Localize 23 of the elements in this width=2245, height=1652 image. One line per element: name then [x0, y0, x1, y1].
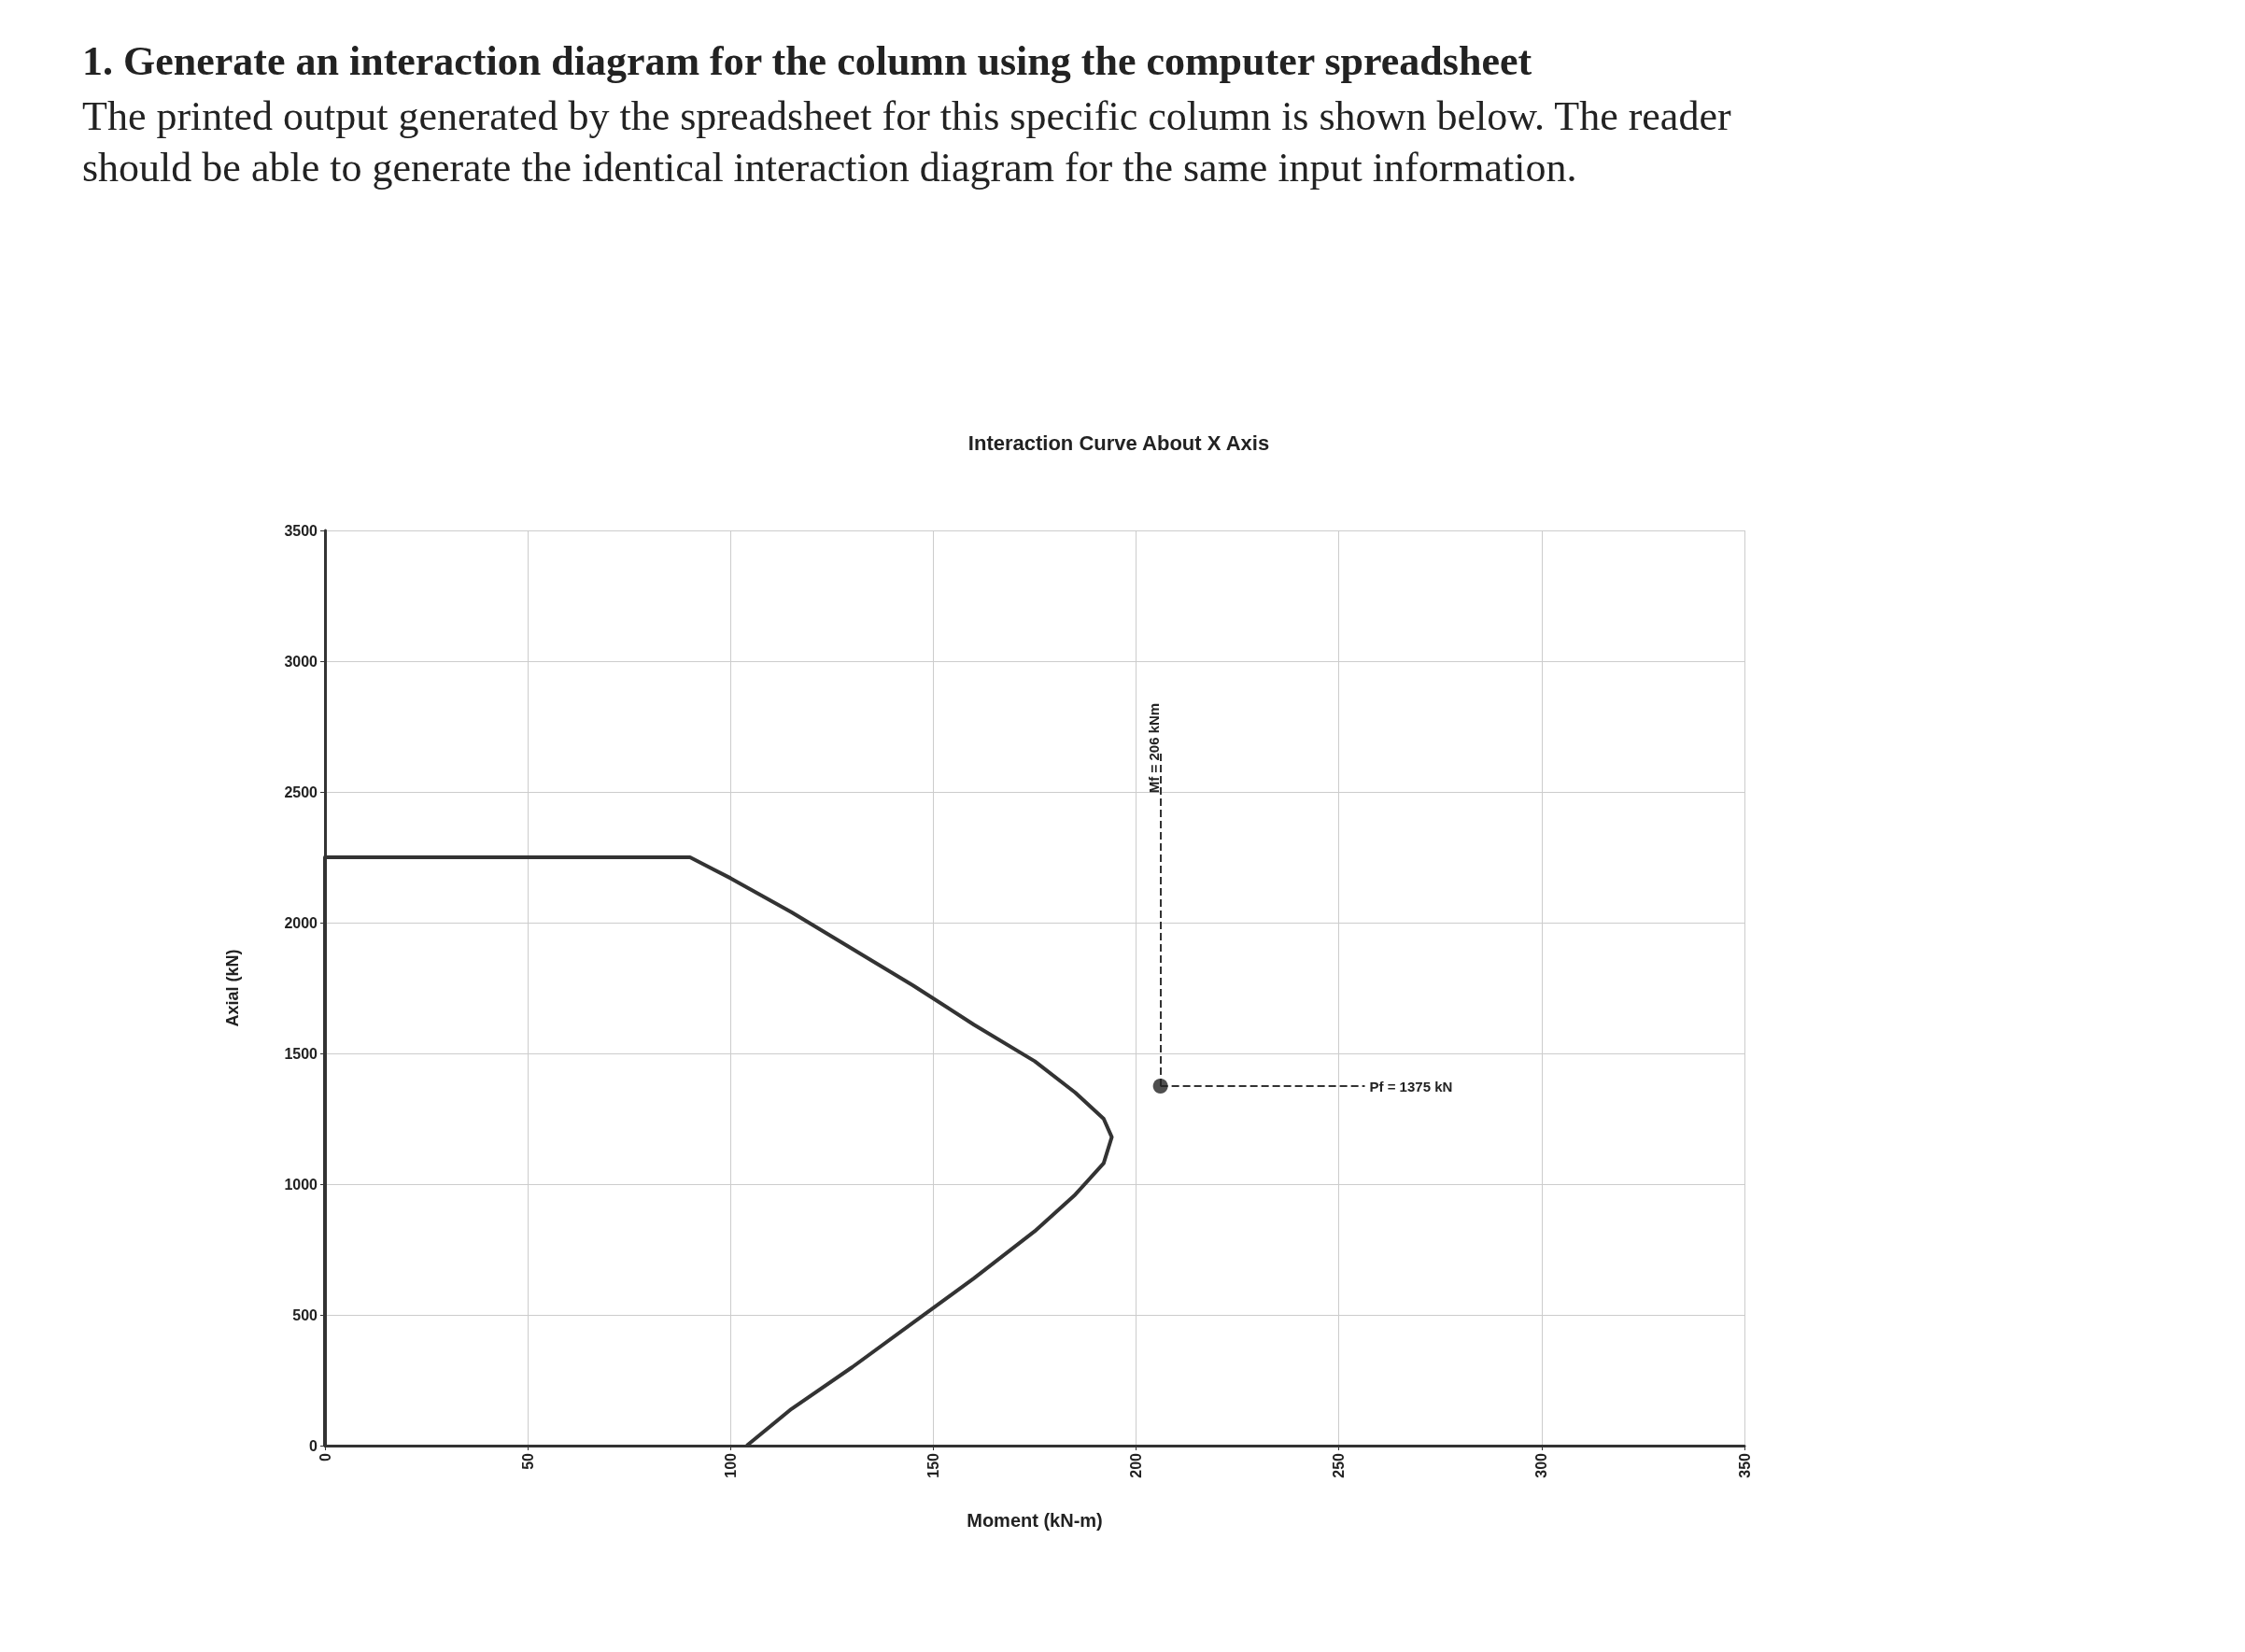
- x-tick-label: 150: [925, 1452, 941, 1478]
- y-tick-label: 0: [309, 1437, 318, 1454]
- y-tick-label: 3000: [284, 653, 318, 670]
- y-tick-label: 1500: [284, 1045, 318, 1062]
- y-axis-title: Axial (kN): [223, 949, 242, 1027]
- y-tick-label: 500: [292, 1306, 318, 1323]
- x-axis-title: Moment (kN-m): [967, 1510, 1103, 1531]
- x-tick-label: 0: [317, 1452, 333, 1461]
- text: 1. Generate an interaction diagram for the column using the computer spreadsheet: [82, 37, 1533, 86]
- y-tick-label: 3500: [284, 522, 318, 539]
- x-tick-label: 350: [1736, 1452, 1753, 1478]
- ref-line-label: Mf = 206 kNm: [1145, 702, 1162, 794]
- x-tick-label: 200: [1128, 1452, 1145, 1478]
- x-tick-label: 50: [519, 1452, 536, 1470]
- chart-title: Interaction Curve About X Axis: [967, 431, 1270, 455]
- x-tick-label: 250: [1331, 1452, 1348, 1478]
- y-tick-label: 2500: [284, 784, 318, 800]
- y-tick-label: 1000: [284, 1176, 318, 1193]
- x-tick-label: 300: [1533, 1452, 1550, 1478]
- x-tick-label: 100: [722, 1452, 739, 1478]
- y-tick-label: 2000: [284, 914, 318, 931]
- text: The printed output generated by the spreadsheet for this specific column is shown below. The reader should be able to generate the identical interaction diagram for the same input information.: [82, 92, 1732, 192]
- ref-line-label: Pf = 1375 kN: [1369, 1078, 1453, 1094]
